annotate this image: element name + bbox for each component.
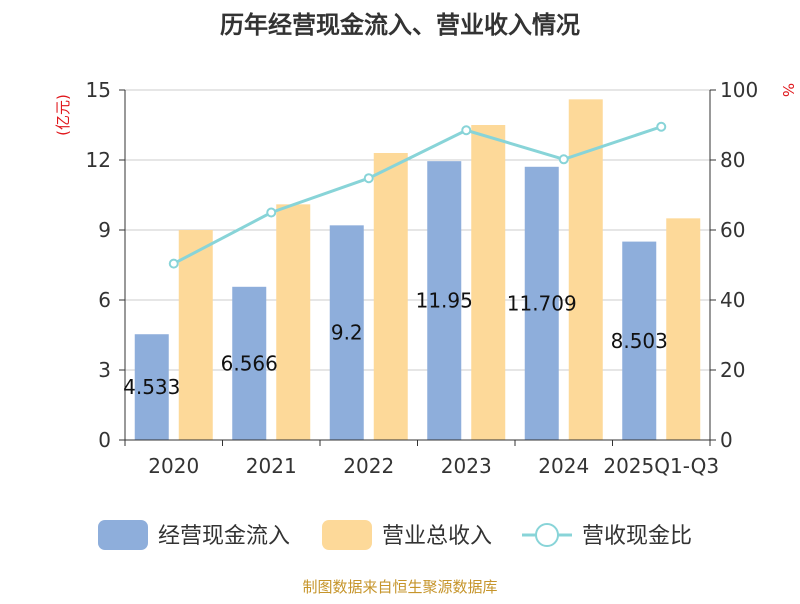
- bar-data-label: 6.566: [221, 351, 278, 375]
- left-tick-label: 9: [98, 218, 111, 242]
- legend-swatch: [322, 520, 372, 550]
- bar-cash-inflow[interactable]: [134, 334, 169, 440]
- bar-cash-inflow[interactable]: [524, 166, 559, 441]
- legend-marker: [535, 523, 559, 547]
- left-tick-label: 15: [86, 78, 111, 102]
- bar-revenue[interactable]: [276, 204, 311, 440]
- right-axis-unit: %: [779, 83, 797, 97]
- bar-revenue[interactable]: [373, 153, 408, 440]
- legend-label[interactable]: 营业总收入: [382, 524, 492, 549]
- right-tick-label: 80: [720, 148, 745, 172]
- legend-label[interactable]: 经营现金流入: [158, 524, 290, 549]
- ratio-point[interactable]: [461, 125, 472, 136]
- bar-data-label: 11.709: [507, 291, 577, 315]
- ratio-point[interactable]: [266, 207, 277, 218]
- bar-data-label: 8.503: [611, 329, 668, 353]
- bar-cash-inflow[interactable]: [232, 286, 267, 440]
- bar-cash-inflow[interactable]: [329, 225, 364, 440]
- right-tick-label: 100: [720, 78, 758, 102]
- bar-data-label: 4.533: [123, 375, 180, 399]
- legend-swatch: [98, 520, 148, 550]
- bar-data-label: 9.2: [331, 321, 363, 345]
- source-footer: 制图数据来自恒生聚源数据库: [302, 578, 497, 596]
- x-tick-label: 2020: [148, 454, 199, 478]
- x-tick-label: 2025Q1-Q3: [603, 454, 719, 478]
- ratio-line-path: [173, 125, 662, 265]
- right-tick-label: 20: [720, 358, 745, 382]
- x-tick-label: 2023: [441, 454, 492, 478]
- axes: 0 3 6 9 12 15 0 20 40 60 80 100 2020 2021 2022 2023 2024…: [86, 78, 759, 478]
- right-tick-label: 40: [720, 288, 745, 312]
- legend[interactable]: 经营现金流入 营业总收入 营收现金比: [98, 520, 692, 550]
- ratio-line: [168, 121, 667, 269]
- left-axis-unit: (亿元): [54, 94, 72, 136]
- x-tick-label: 2022: [343, 454, 394, 478]
- legend-label[interactable]: 营收现金比: [582, 524, 692, 549]
- x-tick-label: 2021: [246, 454, 297, 478]
- ratio-point[interactable]: [363, 173, 374, 184]
- bar-data-label: 11.95: [416, 289, 473, 313]
- bar-cash-inflow[interactable]: [622, 241, 657, 440]
- bar-cash-inflow[interactable]: [427, 161, 462, 440]
- data-labels: 4.533 6.566 9.2 11.95 11.709 8.503: [123, 289, 668, 400]
- x-tick-label: 2024: [538, 454, 589, 478]
- right-tick-label: 60: [720, 218, 745, 242]
- bar-revenue[interactable]: [666, 218, 701, 440]
- left-tick-label: 12: [86, 148, 111, 172]
- right-tick-label: 0: [720, 428, 733, 452]
- left-tick-label: 3: [98, 358, 111, 382]
- bar-revenue[interactable]: [471, 125, 506, 440]
- bar-revenue[interactable]: [178, 230, 213, 440]
- ratio-point[interactable]: [656, 121, 667, 132]
- ratio-point[interactable]: [558, 154, 569, 165]
- ratio-point[interactable]: [168, 258, 179, 269]
- bars: [134, 99, 701, 441]
- chart-title: 历年经营现金流入、营业收入情况: [220, 11, 580, 39]
- left-tick-label: 6: [98, 288, 111, 312]
- left-tick-label: 0: [98, 428, 111, 452]
